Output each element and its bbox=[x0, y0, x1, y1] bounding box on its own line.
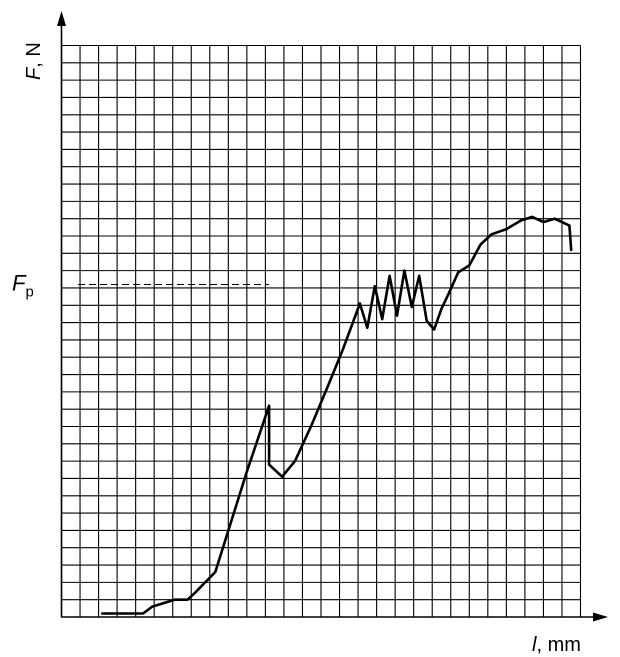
x-axis-label-unit: , mm bbox=[536, 634, 580, 656]
fp-label-symbol: F bbox=[12, 270, 27, 295]
x-axis-label-symbol: l bbox=[532, 634, 537, 656]
fp-label-subscript: p bbox=[25, 283, 33, 300]
grid bbox=[60, 44, 582, 618]
x-axis-arrow bbox=[593, 612, 608, 622]
series-line bbox=[101, 215, 573, 615]
x-axis-label: l, mm bbox=[532, 634, 581, 656]
y-axis-label: F, N bbox=[23, 42, 45, 80]
fp-label: Fp bbox=[12, 270, 34, 300]
axes bbox=[57, 11, 608, 622]
y-axis-label-symbol: F bbox=[23, 66, 45, 80]
y-axis-label-unit: , N bbox=[23, 42, 45, 68]
y-axis-arrow bbox=[57, 11, 66, 26]
